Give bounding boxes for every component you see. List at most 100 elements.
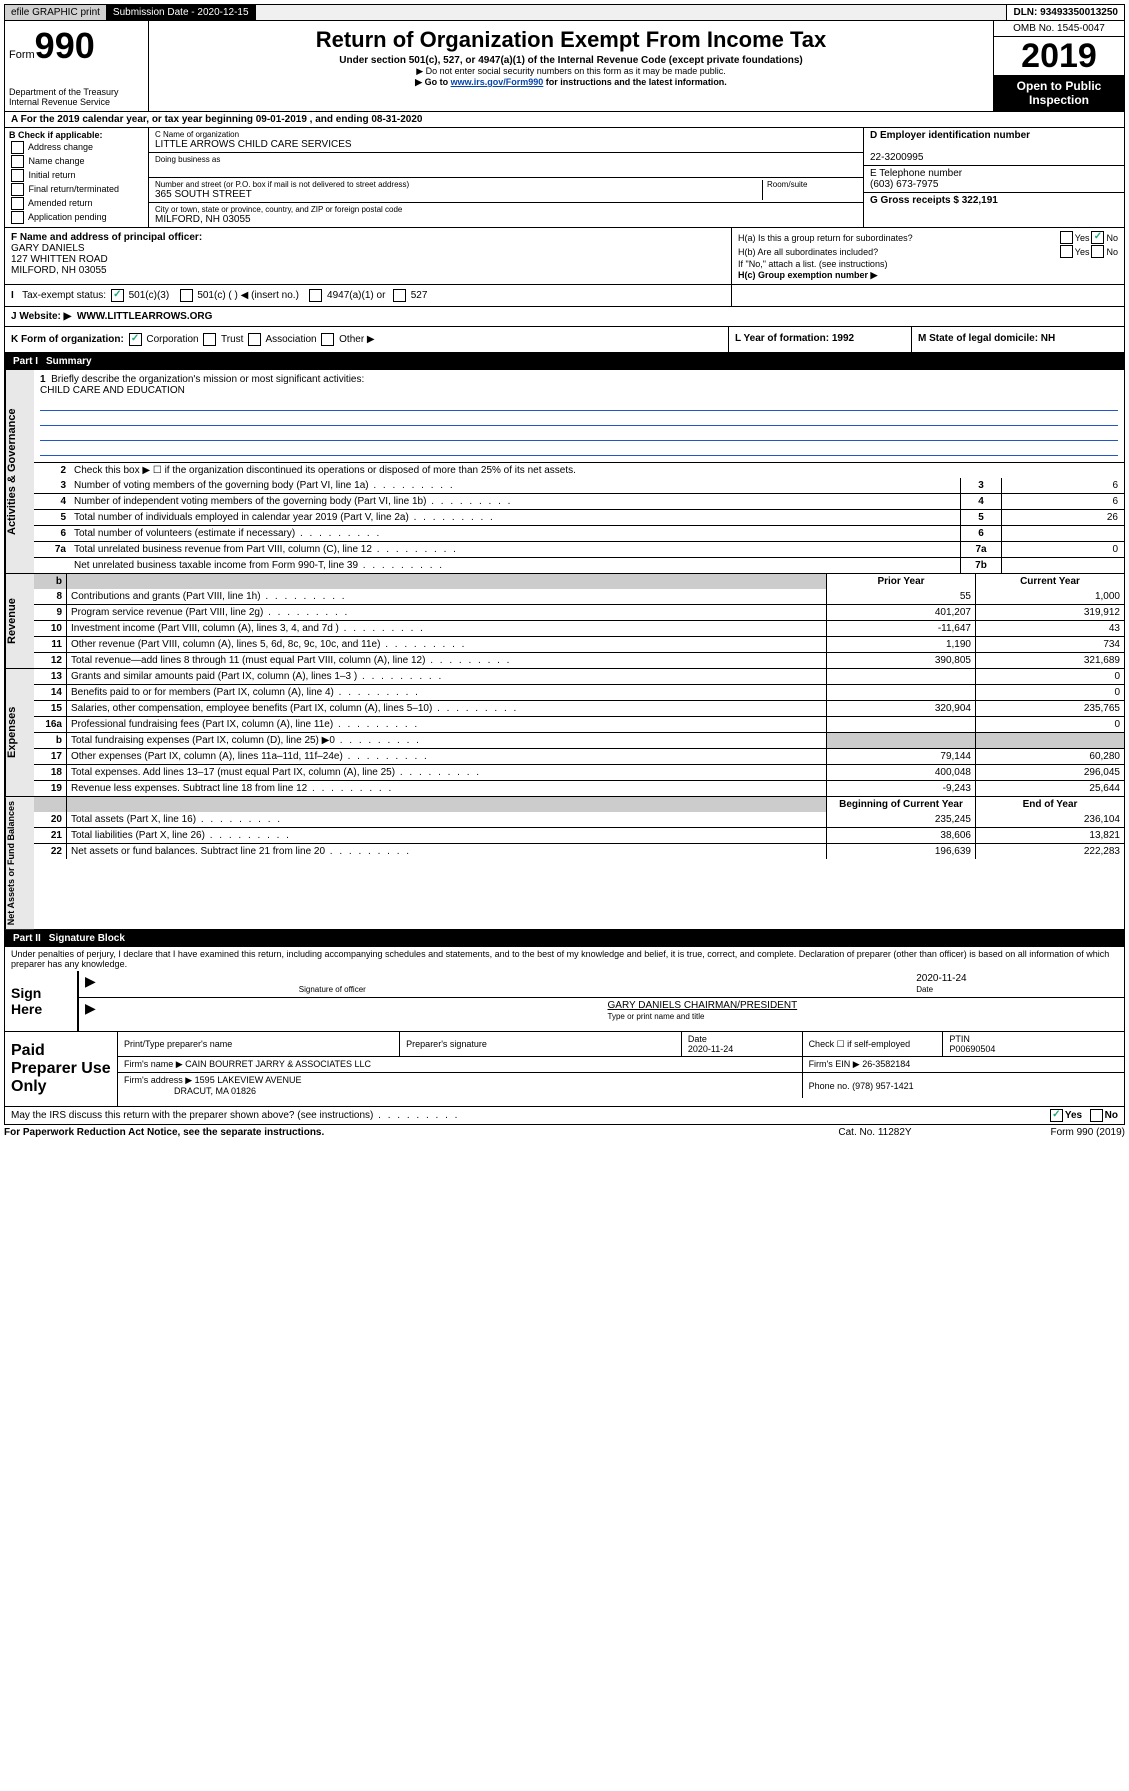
- discuss-yes[interactable]: [1050, 1109, 1063, 1122]
- hb-no[interactable]: [1091, 245, 1104, 258]
- irs-link[interactable]: www.irs.gov/Form990: [451, 77, 544, 87]
- table-row: 11Other revenue (Part VIII, column (A), …: [34, 637, 1124, 653]
- org-info-block: B Check if applicable: Address change Na…: [4, 128, 1125, 228]
- tax-year: 2019: [994, 37, 1124, 75]
- form-subtitle: Under section 501(c), 527, or 4947(a)(1)…: [153, 55, 989, 66]
- addr-label: Number and street (or P.O. box if mail i…: [155, 180, 758, 189]
- form-ref: Form 990 (2019): [975, 1127, 1125, 1138]
- form-number: Form990: [9, 25, 144, 67]
- officer-printed-name: GARY DANIELS CHAIRMAN/PRESIDENT: [608, 1000, 798, 1011]
- q2-text: Check this box ▶ ☐ if the organization d…: [70, 463, 1124, 478]
- state-domicile: M State of legal domicile: NH: [911, 327, 1124, 352]
- firm-addr: 1595 LAKEVIEW AVENUE: [195, 1075, 302, 1085]
- officer-addr2: MILFORD, NH 03055: [11, 265, 107, 276]
- firm-ein: 26-3582184: [862, 1059, 910, 1069]
- chk-initial-return[interactable]: Initial return: [9, 169, 144, 182]
- org-city: MILFORD, NH 03055: [155, 214, 857, 225]
- part2-header: Part II Signature Block: [4, 930, 1125, 947]
- ha-yes[interactable]: [1060, 231, 1073, 244]
- row-i-j: I Tax-exempt status: 501(c)(3) 501(c) ( …: [4, 285, 1125, 307]
- discuss-no[interactable]: [1090, 1109, 1103, 1122]
- firm-name: CAIN BOURRET JARRY & ASSOCIATES LLC: [185, 1059, 371, 1069]
- chk-application-pending[interactable]: Application pending: [9, 211, 144, 224]
- revenue-section: Revenue bPrior YearCurrent Year 8Contrib…: [4, 574, 1125, 669]
- table-row: 18Total expenses. Add lines 13–17 (must …: [34, 765, 1124, 781]
- arrow-icon: ▶: [79, 971, 293, 997]
- chk-501c[interactable]: [180, 289, 193, 302]
- efile-btn[interactable]: efile GRAPHIC print: [5, 5, 107, 20]
- chk-501c3[interactable]: [111, 289, 124, 302]
- form-note1: ▶ Do not enter social security numbers o…: [153, 66, 989, 77]
- section-b: B Check if applicable: Address change Na…: [5, 128, 149, 227]
- chk-trust[interactable]: [203, 333, 216, 346]
- netassets-section: Net Assets or Fund Balances Beginning of…: [4, 797, 1125, 930]
- section-h: H(a) Is this a group return for subordin…: [731, 228, 1124, 284]
- table-row: 4Number of independent voting members of…: [34, 494, 1124, 510]
- ha-no[interactable]: [1091, 231, 1104, 244]
- open-public-badge: Open to Public Inspection: [994, 75, 1124, 111]
- officer-addr1: 127 WHITTEN ROAD: [11, 254, 108, 265]
- ein-label: D Employer identification number: [870, 130, 1030, 141]
- officer-name: GARY DANIELS: [11, 243, 85, 254]
- revenue-table: bPrior YearCurrent Year 8Contributions a…: [34, 574, 1124, 668]
- section-klm: K Form of organization: Corporation Trus…: [4, 327, 1125, 353]
- chk-other[interactable]: [321, 333, 334, 346]
- signature-section: Under penalties of perjury, I declare th…: [4, 947, 1125, 1032]
- table-row: 5Total number of individuals employed in…: [34, 510, 1124, 526]
- table-row: 14Benefits paid to or for members (Part …: [34, 685, 1124, 701]
- table-row: 9Program service revenue (Part VIII, lin…: [34, 605, 1124, 621]
- sign-here-label: Sign Here: [5, 971, 77, 1031]
- chk-address-change[interactable]: Address change: [9, 141, 144, 154]
- hb-yes[interactable]: [1060, 245, 1073, 258]
- section-f: F Name and address of principal officer:…: [5, 228, 731, 284]
- chk-name-change[interactable]: Name change: [9, 155, 144, 168]
- dept-label: Department of the Treasury Internal Reve…: [9, 87, 144, 107]
- chk-corp[interactable]: [129, 333, 142, 346]
- firm-city: DRACUT, MA 01826: [174, 1086, 256, 1096]
- table-row: 3Number of voting members of the governi…: [34, 478, 1124, 494]
- table-row: 21Total liabilities (Part X, line 26)38,…: [34, 828, 1124, 844]
- footer: For Paperwork Reduction Act Notice, see …: [4, 1125, 1125, 1140]
- phone-value: (603) 673-7975: [870, 179, 938, 190]
- chk-final-return[interactable]: Final return/terminated: [9, 183, 144, 196]
- table-row: 10Investment income (Part VIII, column (…: [34, 621, 1124, 637]
- table-row: bTotal fundraising expenses (Part IX, co…: [34, 733, 1124, 749]
- section-i: I Tax-exempt status: 501(c)(3) 501(c) ( …: [11, 289, 725, 302]
- year-formation: L Year of formation: 1992: [728, 327, 911, 352]
- governance-section: Activities & Governance 1 Briefly descri…: [4, 370, 1125, 574]
- table-row: 13Grants and similar amounts paid (Part …: [34, 669, 1124, 685]
- expenses-section: Expenses 13Grants and similar amounts pa…: [4, 669, 1125, 797]
- q1-text: Briefly describe the organization's miss…: [51, 374, 364, 385]
- dba-label: Doing business as: [155, 155, 857, 164]
- netassets-tab: Net Assets or Fund Balances: [5, 797, 34, 929]
- expenses-table: 13Grants and similar amounts paid (Part …: [34, 669, 1124, 796]
- expenses-tab: Expenses: [5, 669, 34, 796]
- table-row: 16aProfessional fundraising fees (Part I…: [34, 717, 1124, 733]
- org-name-label: C Name of organization: [155, 130, 857, 139]
- paperwork-notice: For Paperwork Reduction Act Notice, see …: [4, 1127, 775, 1138]
- arrow-icon: ▶: [79, 998, 602, 1024]
- ptin: P00690504: [949, 1044, 995, 1054]
- chk-4947[interactable]: [309, 289, 322, 302]
- table-row: 7aTotal unrelated business revenue from …: [34, 542, 1124, 558]
- org-name: LITTLE ARROWS CHILD CARE SERVICES: [155, 139, 857, 150]
- cat-no: Cat. No. 11282Y: [775, 1127, 975, 1138]
- top-bar: efile GRAPHIC print Submission Date - 20…: [4, 4, 1125, 21]
- chk-assoc[interactable]: [248, 333, 261, 346]
- prep-date: 2020-11-24: [688, 1044, 733, 1054]
- table-row: 15Salaries, other compensation, employee…: [34, 701, 1124, 717]
- section-deg: D Employer identification number 22-3200…: [863, 128, 1124, 227]
- room-label: Room/suite: [767, 180, 857, 189]
- form-title: Return of Organization Exempt From Incom…: [153, 27, 989, 53]
- phone-label: E Telephone number: [870, 168, 962, 179]
- governance-tab: Activities & Governance: [5, 370, 34, 573]
- city-label: City or town, state or province, country…: [155, 205, 857, 214]
- part1-header: Part I Summary: [4, 353, 1125, 370]
- mission-text: CHILD CARE AND EDUCATION: [40, 385, 185, 396]
- chk-527[interactable]: [393, 289, 406, 302]
- table-row: 20Total assets (Part X, line 16)235,2452…: [34, 812, 1124, 828]
- submission-date: Submission Date - 2020-12-15: [107, 5, 256, 20]
- section-j: J Website: ▶ WWW.LITTLEARROWS.ORG: [4, 307, 1125, 327]
- chk-amended-return[interactable]: Amended return: [9, 197, 144, 210]
- website-link[interactable]: WWW.LITTLEARROWS.ORG: [77, 311, 213, 322]
